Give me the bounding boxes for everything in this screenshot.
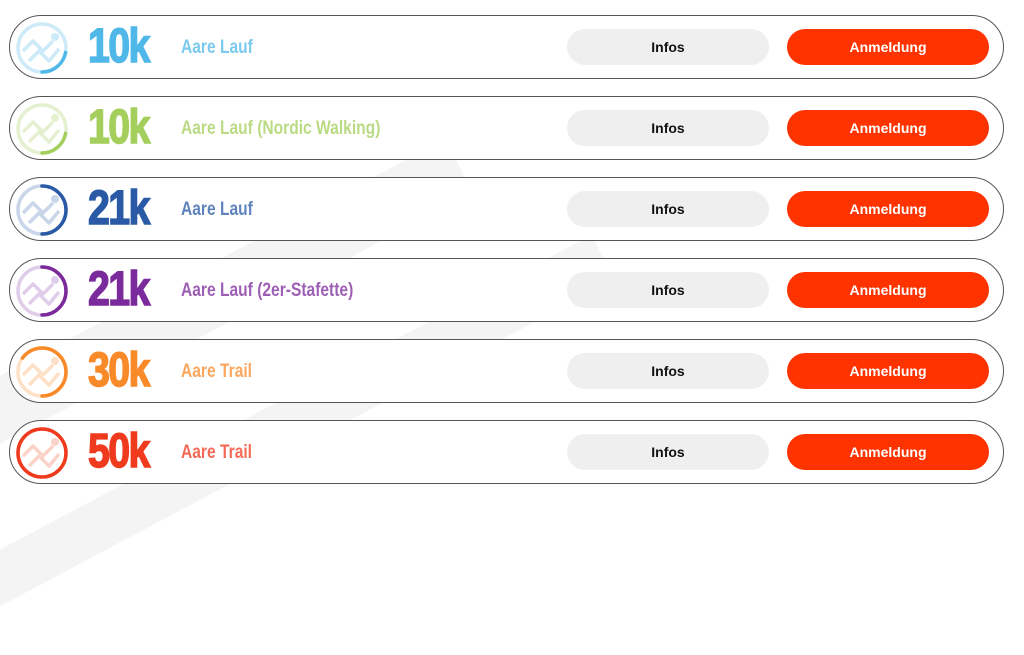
infos-button[interactable]: Infos xyxy=(567,191,769,227)
race-row: 21k Aare Lauf (2er-Stafette) Infos Anmel… xyxy=(9,258,1004,322)
race-name: Aare Lauf xyxy=(181,199,253,220)
register-button[interactable]: Anmeldung xyxy=(787,353,989,389)
race-row: 10k Aare Lauf (Nordic Walking) Infos Anm… xyxy=(9,96,1004,160)
runner-logo-icon xyxy=(16,103,68,155)
runner-logo-icon xyxy=(16,427,68,479)
race-name: Aare Lauf (2er-Stafette) xyxy=(181,280,354,301)
runner-logo-icon xyxy=(16,184,68,236)
runner-logo-icon xyxy=(16,346,68,398)
race-distance: 10k xyxy=(87,100,151,155)
race-distance: 50k xyxy=(87,424,151,479)
infos-button[interactable]: Infos xyxy=(567,110,769,146)
infos-button[interactable]: Infos xyxy=(567,353,769,389)
runner-logo-icon xyxy=(16,22,68,74)
runner-logo-icon xyxy=(16,265,68,317)
infos-button[interactable]: Infos xyxy=(567,434,769,470)
race-distance: 10k xyxy=(87,19,151,74)
infos-button[interactable]: Infos xyxy=(567,272,769,308)
race-distance: 21k xyxy=(87,262,151,317)
race-distance: 30k xyxy=(87,343,151,398)
infos-button[interactable]: Infos xyxy=(567,29,769,65)
race-name: Aare Lauf xyxy=(181,37,253,58)
register-button[interactable]: Anmeldung xyxy=(787,191,989,227)
race-name: Aare Trail xyxy=(181,442,253,463)
register-button[interactable]: Anmeldung xyxy=(787,272,989,308)
race-row: 21k Aare Lauf Infos Anmeldung xyxy=(9,177,1004,241)
race-distance: 21k xyxy=(87,181,151,236)
register-button[interactable]: Anmeldung xyxy=(787,434,989,470)
race-row: 30k Aare Trail Infos Anmeldung xyxy=(9,339,1004,403)
race-name: Aare Trail xyxy=(181,361,253,382)
register-button[interactable]: Anmeldung xyxy=(787,110,989,146)
race-name: Aare Lauf (Nordic Walking) xyxy=(181,118,381,139)
register-button[interactable]: Anmeldung xyxy=(787,29,989,65)
race-row: 10k Aare Lauf Infos Anmeldung xyxy=(9,15,1004,79)
race-row: 50k Aare Trail Infos Anmeldung xyxy=(9,420,1004,484)
